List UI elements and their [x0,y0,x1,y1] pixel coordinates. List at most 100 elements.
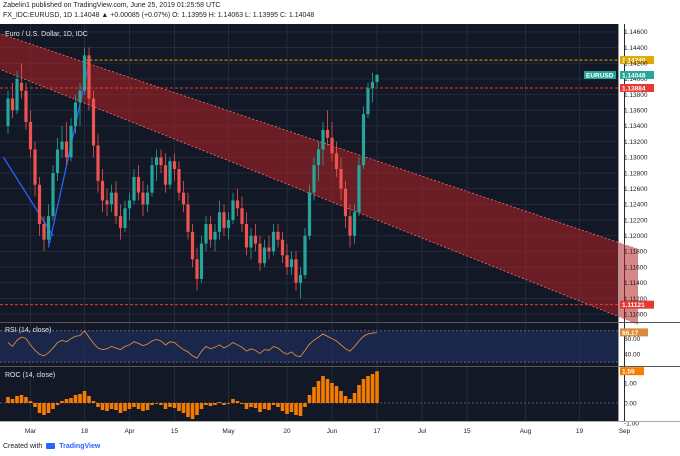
candle-body [82,55,87,91]
roc-bar [127,403,132,409]
candle-body [60,141,64,150]
trend-line [2,156,54,237]
date-tick-label: 19 [576,428,584,435]
date-tick-label: May [222,428,235,435]
candle-body [28,122,33,150]
candle-body [15,78,19,111]
roc-pane-title: ROC (14, close) [5,372,55,379]
roc-bar [325,379,330,403]
candle-body [343,188,348,217]
roc-bar [10,399,15,403]
roc-bar [105,403,109,411]
footer-brand[interactable]: TradingView [59,443,101,450]
candle-body [96,145,100,181]
roc-tick-label: -1.00 [624,420,639,427]
roc-bar [334,386,339,403]
tradingview-logo-icon [46,443,56,449]
roc-bar [240,403,244,404]
candle-body [204,223,208,244]
roc-bar [186,403,190,417]
roc-bar [307,395,312,403]
roc-bar [64,399,69,403]
symbol-quote-line: FX_IDC:EURUSD, 1D 1.14048 ▲ +0.00085 (+0… [3,12,315,19]
roc-bar [276,403,280,407]
roc-bar [19,395,24,403]
candle-body [87,55,91,99]
roc-bar [100,403,105,410]
price-tick-label: 1.12400 [624,202,648,209]
roc-bar [298,403,303,416]
candle-body [312,165,316,193]
candle-body [123,208,127,228]
date-tick-label: Jun [327,428,338,435]
candle-body [271,231,276,252]
candle-body [231,200,235,221]
channel-band [0,33,638,325]
candle-body [159,157,163,166]
candle-body [366,88,370,115]
candle-body [298,274,303,283]
price-tick-label: 1.11000 [624,311,647,318]
candle-body [100,180,105,201]
date-axis: Mar 18 Apr 15 May 20 Jun 17 Jul 15 Aug 19 Sep [25,428,631,435]
price-tick-label: 1.14200 [624,61,648,68]
candle-body [276,231,280,240]
candle-body [33,149,37,185]
roc-bar [195,403,199,415]
candle-body [352,212,357,236]
roc-bar [136,403,141,409]
roc-bar [132,403,136,407]
roc-bar [154,403,159,404]
candle-body [208,223,213,240]
roc-bar [348,399,352,403]
rsi-tick-label: 60.00 [624,336,641,343]
candle-body [285,255,289,268]
roc-bar [87,396,91,403]
roc-bar [96,403,100,407]
rsi-series: 60.00 40.00 66.17 [0,328,648,363]
candle-body [73,102,78,126]
footer-created-with: Created with [3,443,43,450]
roc-bar [141,403,145,411]
roc-bar [217,402,222,403]
candle-body [267,247,271,252]
price-level-value: 1.14240 [622,58,646,65]
roc-bar [213,403,217,405]
candle-body [361,114,366,166]
horizontal-levels: 1.14240 1.13884 1.11121 [0,56,654,309]
rsi-value: 66.17 [622,330,639,337]
candle-body [235,200,240,209]
candle-body [303,235,307,275]
candle-body [321,129,325,150]
candle-body [195,259,199,279]
candle-body [289,259,294,268]
roc-bar [163,403,168,409]
symbol-tag [584,70,616,79]
price-tick-label: 1.13200 [624,139,648,146]
candle-body [154,157,159,166]
publisher-line: Zabelin1 published on TradingView.com, J… [3,2,221,9]
candle-body [316,149,321,166]
price-tick-label: 1.12000 [624,233,648,240]
roc-bar [69,398,73,403]
roc-bar [267,403,271,410]
roc-bar [109,403,114,409]
candle-body [132,176,136,201]
roc-bar [222,403,226,405]
candle-body [330,137,334,154]
candle-body [145,192,150,205]
roc-bar [321,376,325,403]
roc-bar [262,403,267,409]
roc-bar [303,403,307,407]
candle-body [258,243,262,264]
roc-bar [357,385,361,403]
price-tick-label: 1.13400 [624,123,648,130]
roc-bar [312,387,316,403]
candle-body [186,204,190,232]
roc-bar [366,376,370,403]
roc-bar [177,403,181,411]
price-tick-label: 1.12600 [624,186,648,193]
candle-body [339,169,343,189]
symbol-tag-label: EURUSD [586,72,614,79]
candle-body [109,192,114,205]
